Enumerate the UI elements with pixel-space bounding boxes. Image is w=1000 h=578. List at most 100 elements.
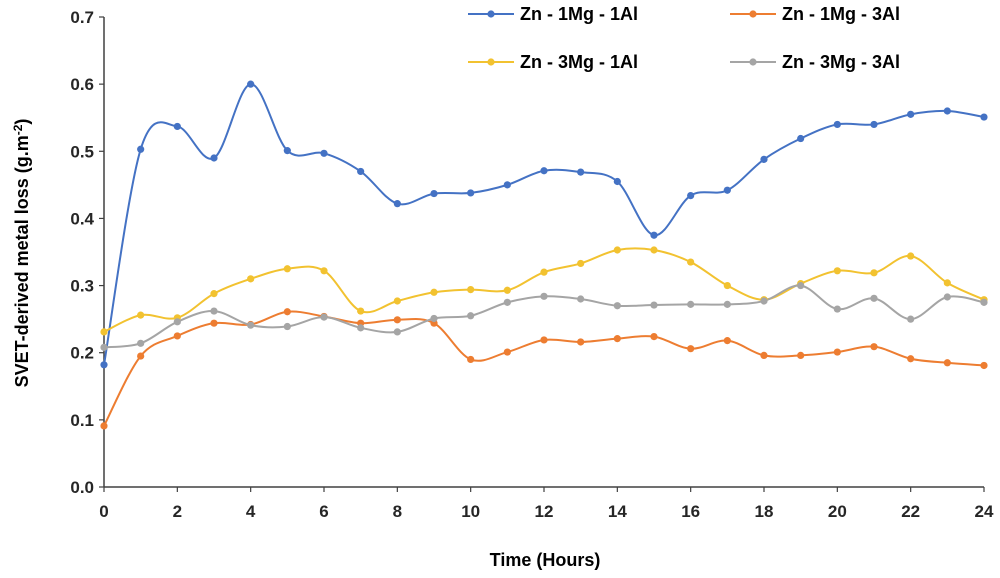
data-point xyxy=(870,294,878,302)
x-tick-label: 2 xyxy=(173,502,182,521)
data-point xyxy=(870,269,878,277)
data-point xyxy=(393,316,401,324)
data-point xyxy=(393,200,401,208)
legend-label: Zn - 3Mg - 1Al xyxy=(520,52,638,72)
data-point xyxy=(137,311,145,319)
x-tick-label: 8 xyxy=(393,502,402,521)
data-point xyxy=(943,107,951,115)
x-tick-label: 14 xyxy=(608,502,627,521)
x-tick-label: 16 xyxy=(681,502,700,521)
data-point xyxy=(797,281,805,290)
data-point xyxy=(247,80,255,88)
data-point xyxy=(760,351,768,359)
y-tick-label: 0.6 xyxy=(70,75,94,94)
data-point xyxy=(393,328,401,336)
data-point xyxy=(210,319,218,327)
data-point xyxy=(503,286,511,294)
data-point xyxy=(503,298,511,306)
x-tick-label: 20 xyxy=(828,502,847,521)
data-point xyxy=(357,307,365,315)
data-point xyxy=(173,332,181,340)
y-axis-title-superscript: -2 xyxy=(11,124,25,135)
y-axis-title-close: ) xyxy=(12,119,32,125)
x-axis-ticks: 0 2 4 6 8 10 12 14 16 18 20 22 24 xyxy=(99,487,994,521)
data-point xyxy=(577,338,585,346)
data-point xyxy=(137,145,145,153)
data-point xyxy=(283,265,291,273)
x-tick-label: 10 xyxy=(461,502,480,521)
data-point xyxy=(650,301,658,309)
data-point xyxy=(210,290,218,298)
x-tick-label: 4 xyxy=(246,502,256,521)
data-point xyxy=(430,288,438,296)
data-point xyxy=(577,295,585,303)
data-point xyxy=(247,275,255,283)
x-tick-label: 24 xyxy=(975,502,994,521)
data-point xyxy=(833,267,841,275)
data-point xyxy=(907,110,915,118)
y-tick-label: 0.4 xyxy=(70,209,94,228)
data-point xyxy=(833,120,841,129)
data-point xyxy=(100,422,108,430)
data-point xyxy=(797,351,805,359)
data-point xyxy=(467,286,475,294)
data-point xyxy=(100,361,108,369)
x-tick-label: 12 xyxy=(535,502,554,521)
data-point xyxy=(503,348,511,356)
data-point xyxy=(283,147,291,155)
data-point xyxy=(870,343,878,351)
data-point xyxy=(870,120,878,129)
data-point xyxy=(137,352,145,360)
data-point xyxy=(467,355,475,364)
legend-label: Zn - 3Mg - 3Al xyxy=(782,52,900,72)
data-point xyxy=(613,335,621,343)
x-axis-title: Time (Hours) xyxy=(490,550,601,570)
y-tick-label: 0.5 xyxy=(70,142,94,161)
data-point xyxy=(723,300,731,308)
data-point xyxy=(687,192,695,200)
data-point xyxy=(687,345,695,353)
y-tick-label: 0.0 xyxy=(70,478,94,497)
data-point xyxy=(320,313,328,321)
y-tick-label: 0.7 xyxy=(70,8,94,27)
x-tick-label: 22 xyxy=(901,502,920,521)
data-point xyxy=(797,134,805,143)
data-point xyxy=(577,168,585,176)
data-point xyxy=(467,189,475,197)
data-point xyxy=(540,336,548,344)
data-point xyxy=(650,246,658,254)
legend-item: Zn - 3Mg - 3Al xyxy=(730,52,900,72)
data-point xyxy=(613,302,621,310)
axes xyxy=(103,17,984,488)
data-point xyxy=(943,293,951,301)
data-point xyxy=(210,307,218,315)
data-point xyxy=(907,252,915,260)
data-point xyxy=(760,155,768,163)
data-point xyxy=(760,297,768,305)
data-point xyxy=(540,268,548,276)
y-axis-ticks: 0.0 0.1 0.2 0.3 0.4 0.5 0.6 0.7 xyxy=(70,8,104,497)
data-point xyxy=(137,339,145,347)
data-point xyxy=(613,246,621,254)
legend-item: Zn - 1Mg - 3Al xyxy=(730,4,900,24)
data-point xyxy=(907,315,915,323)
data-point xyxy=(393,297,401,305)
y-tick-label: 0.1 xyxy=(70,411,94,430)
data-point xyxy=(320,149,328,157)
data-point xyxy=(723,337,731,345)
legend-label: Zn - 1Mg - 3Al xyxy=(782,4,900,24)
data-point xyxy=(650,231,658,239)
series-points xyxy=(100,80,988,430)
data-point xyxy=(613,177,621,186)
legend-item: Zn - 3Mg - 1Al xyxy=(468,52,638,72)
legend: Zn - 1Mg - 1Al Zn - 1Mg - 3Al Zn - 3Mg - 1… xyxy=(468,4,900,72)
data-point xyxy=(247,321,255,329)
x-tick-label: 6 xyxy=(319,502,328,521)
legend-swatch-marker xyxy=(487,58,495,66)
y-tick-label: 0.2 xyxy=(70,344,94,363)
data-point xyxy=(100,328,108,336)
data-point xyxy=(503,181,511,189)
data-point xyxy=(540,292,548,300)
data-point xyxy=(833,305,841,313)
data-point xyxy=(723,186,731,194)
